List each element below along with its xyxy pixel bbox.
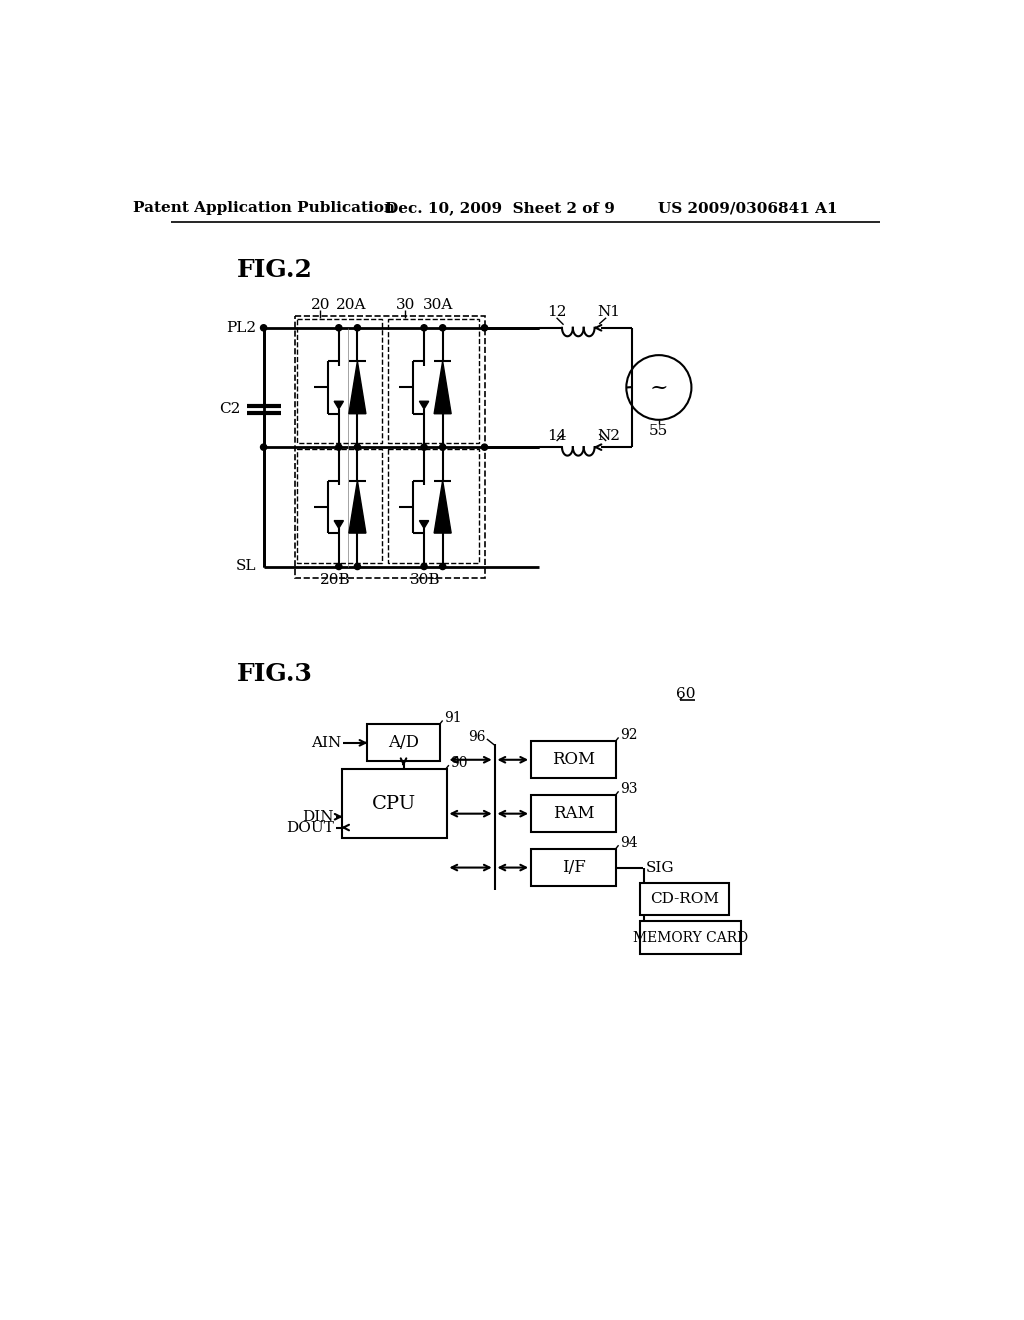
Circle shape (354, 564, 360, 570)
Text: 30: 30 (395, 298, 415, 312)
Text: 96: 96 (468, 730, 485, 744)
Bar (531, 849, 616, 886)
Text: FIG.2: FIG.2 (237, 257, 312, 282)
Text: CD-ROM: CD-ROM (650, 892, 719, 906)
Text: 94: 94 (621, 836, 638, 850)
Text: I/F: I/F (562, 859, 586, 876)
Text: 20B: 20B (321, 573, 351, 587)
Circle shape (439, 325, 445, 331)
Circle shape (260, 325, 266, 331)
Text: 55: 55 (649, 424, 669, 438)
Text: AIN: AIN (311, 735, 341, 750)
Text: SL: SL (236, 560, 256, 573)
Polygon shape (434, 480, 452, 533)
Text: MEMORY CARD: MEMORY CARD (633, 931, 749, 945)
Text: ROM: ROM (552, 751, 595, 768)
Circle shape (260, 444, 266, 450)
Circle shape (439, 444, 445, 450)
Circle shape (421, 444, 427, 450)
Bar (531, 795, 616, 832)
Bar (342, 770, 446, 838)
Bar (640, 921, 741, 954)
Text: FIG.3: FIG.3 (237, 663, 312, 686)
Text: 30A: 30A (423, 298, 454, 312)
Polygon shape (420, 520, 429, 528)
Bar (297, 318, 382, 444)
Text: SIG: SIG (646, 861, 675, 875)
Text: 14: 14 (547, 429, 566, 442)
Circle shape (421, 564, 427, 570)
Polygon shape (349, 362, 366, 413)
Text: 30B: 30B (410, 573, 440, 587)
Text: 92: 92 (621, 729, 638, 742)
Text: PL2: PL2 (225, 321, 256, 335)
Polygon shape (349, 480, 366, 533)
Text: DOUT: DOUT (287, 821, 334, 834)
Polygon shape (434, 362, 452, 413)
Bar (388, 449, 479, 562)
Polygon shape (334, 401, 343, 409)
Circle shape (481, 444, 487, 450)
Text: US 2009/0306841 A1: US 2009/0306841 A1 (658, 202, 838, 215)
Text: 91: 91 (444, 711, 462, 725)
Text: Patent Application Publication: Patent Application Publication (133, 202, 394, 215)
Text: 90: 90 (451, 756, 468, 770)
Circle shape (481, 325, 487, 331)
Circle shape (439, 564, 445, 570)
Bar (297, 449, 382, 562)
Text: CPU: CPU (372, 795, 417, 813)
Text: ~: ~ (649, 376, 669, 399)
Text: RAM: RAM (553, 805, 595, 822)
Polygon shape (334, 520, 343, 528)
Text: C2: C2 (219, 401, 241, 416)
Circle shape (336, 564, 342, 570)
Circle shape (354, 444, 360, 450)
Circle shape (336, 325, 342, 331)
Bar (640, 883, 729, 915)
Text: 20: 20 (310, 298, 330, 312)
Bar (367, 725, 440, 762)
Polygon shape (420, 401, 429, 409)
Text: N1: N1 (597, 305, 620, 319)
Bar (295, 317, 484, 578)
Text: Dec. 10, 2009  Sheet 2 of 9: Dec. 10, 2009 Sheet 2 of 9 (385, 202, 615, 215)
Text: DIN: DIN (303, 809, 334, 824)
Text: 60: 60 (676, 686, 695, 701)
Bar (531, 742, 616, 779)
Circle shape (354, 325, 360, 331)
Bar (388, 318, 479, 444)
Text: 93: 93 (621, 781, 638, 796)
Circle shape (421, 325, 427, 331)
Text: A/D: A/D (388, 734, 419, 751)
Text: N2: N2 (597, 429, 620, 442)
Text: 12: 12 (547, 305, 566, 319)
Circle shape (336, 444, 342, 450)
Text: 20A: 20A (336, 298, 367, 312)
